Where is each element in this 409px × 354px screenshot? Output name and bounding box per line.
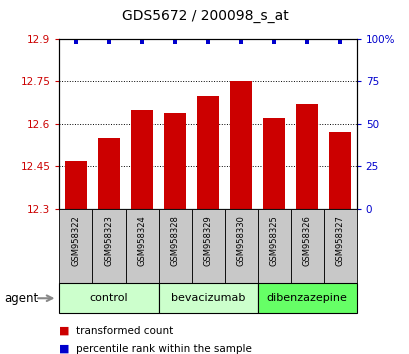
- Bar: [296, 104, 317, 209]
- Bar: [164, 113, 185, 209]
- Bar: [197, 96, 218, 209]
- Point: [171, 40, 178, 45]
- Bar: [329, 132, 350, 209]
- Bar: [230, 81, 251, 209]
- Text: GSM958323: GSM958323: [104, 215, 113, 266]
- Text: ■: ■: [59, 326, 70, 336]
- Text: GDS5672 / 200098_s_at: GDS5672 / 200098_s_at: [121, 9, 288, 23]
- Text: agent: agent: [4, 292, 38, 305]
- Text: control: control: [90, 293, 128, 303]
- Text: GSM958329: GSM958329: [203, 215, 212, 266]
- Bar: [263, 118, 284, 209]
- Bar: [59, 283, 158, 313]
- Text: dibenzazepine: dibenzazepine: [266, 293, 347, 303]
- Point: [270, 40, 277, 45]
- Bar: [92, 209, 125, 283]
- Text: ■: ■: [59, 344, 70, 354]
- Bar: [290, 209, 323, 283]
- Bar: [158, 283, 257, 313]
- Point: [72, 40, 79, 45]
- Bar: [125, 209, 158, 283]
- Text: bevacizumab: bevacizumab: [171, 293, 245, 303]
- Text: GSM958330: GSM958330: [236, 215, 245, 266]
- Bar: [131, 110, 153, 209]
- Bar: [224, 209, 257, 283]
- Text: GSM958328: GSM958328: [170, 215, 179, 266]
- Text: percentile rank within the sample: percentile rank within the sample: [76, 344, 251, 354]
- Point: [237, 40, 244, 45]
- Point: [336, 40, 343, 45]
- Text: GSM958326: GSM958326: [302, 215, 311, 266]
- Bar: [191, 209, 224, 283]
- Point: [303, 40, 310, 45]
- Bar: [65, 161, 86, 209]
- Bar: [257, 209, 290, 283]
- Text: GSM958327: GSM958327: [335, 215, 344, 266]
- Point: [106, 40, 112, 45]
- Point: [138, 40, 145, 45]
- Text: GSM958322: GSM958322: [71, 215, 80, 266]
- Bar: [59, 209, 92, 283]
- Point: [204, 40, 211, 45]
- Bar: [323, 209, 356, 283]
- Text: GSM958325: GSM958325: [269, 215, 278, 266]
- Text: transformed count: transformed count: [76, 326, 173, 336]
- Bar: [98, 138, 119, 209]
- Text: GSM958324: GSM958324: [137, 215, 146, 266]
- Bar: [257, 283, 356, 313]
- Bar: [158, 209, 191, 283]
